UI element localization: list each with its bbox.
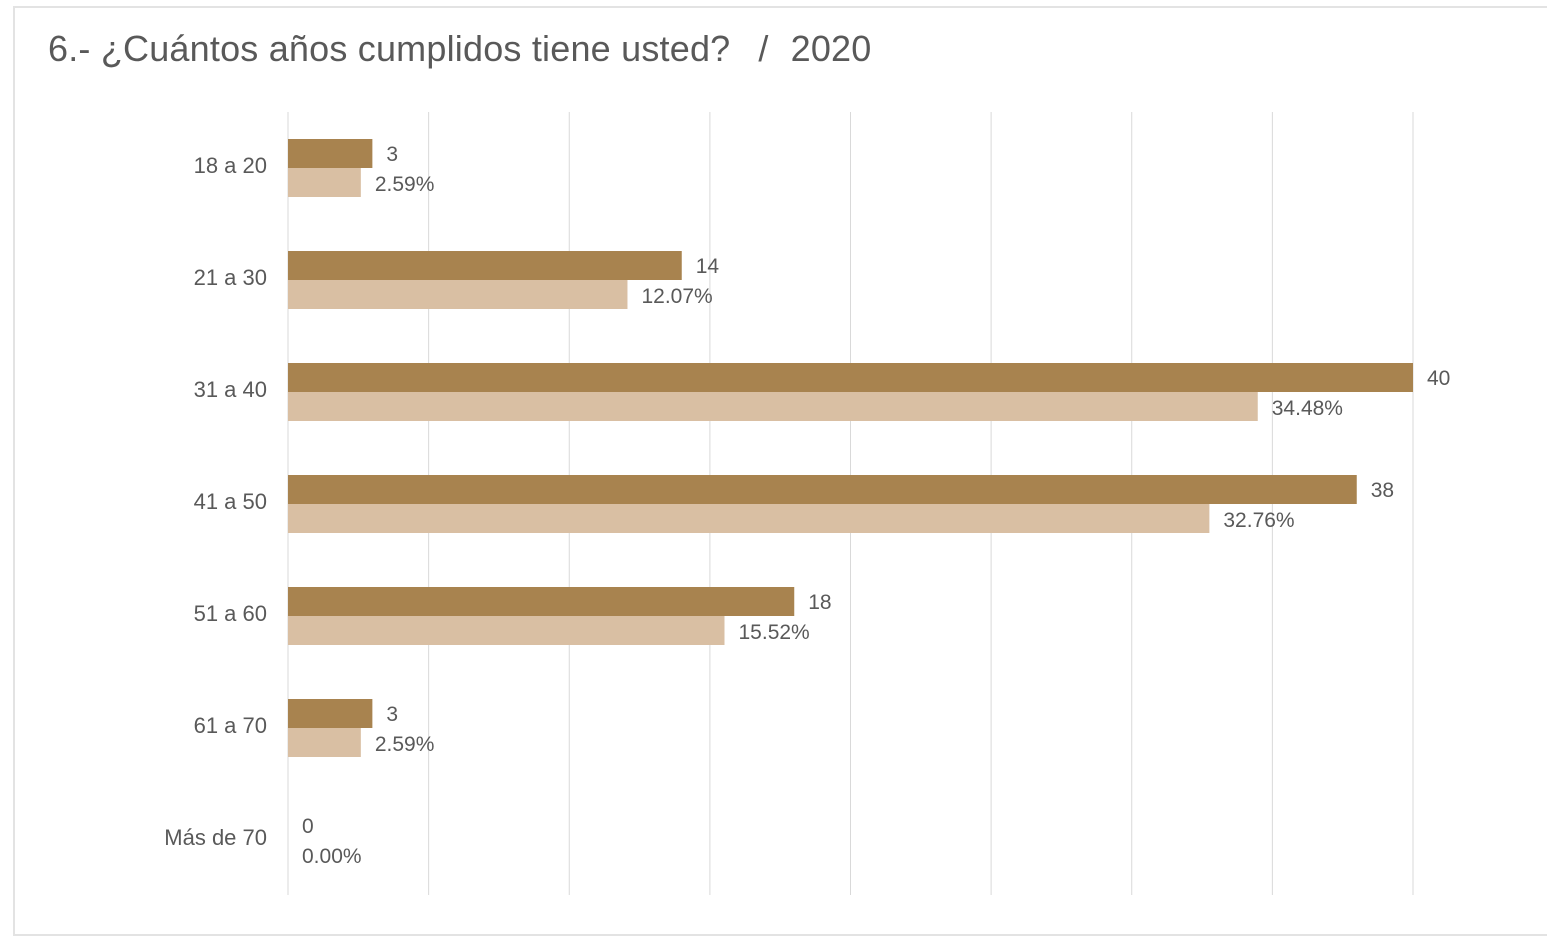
- percent-bar: [288, 392, 1258, 421]
- percent-data-label: 15.52%: [739, 621, 810, 644]
- count-bar: [288, 139, 373, 168]
- count-data-label: 14: [696, 255, 720, 278]
- chart-title-separator: /: [758, 28, 769, 69]
- category-label: 41 a 50: [194, 489, 267, 514]
- percent-bar: [288, 168, 361, 197]
- count-data-label: 0: [302, 815, 314, 838]
- percent-data-label: 0.00%: [302, 845, 362, 868]
- category-label: Más de 70: [164, 825, 267, 850]
- count-data-label: 38: [1371, 479, 1394, 502]
- chart-title-question: 6.- ¿Cuántos años cumplidos tiene usted?: [48, 28, 731, 69]
- count-bar: [288, 475, 1357, 504]
- percent-bar: [288, 280, 628, 309]
- count-bar: [288, 251, 682, 280]
- percent-data-label: 2.59%: [375, 173, 435, 196]
- percent-data-label: 32.76%: [1223, 509, 1294, 532]
- percent-data-label: 34.48%: [1272, 397, 1343, 420]
- percent-bar: [288, 616, 725, 645]
- category-label: 61 a 70: [194, 713, 267, 738]
- chart-title-year: 2020: [790, 28, 872, 69]
- category-label: 51 a 60: [194, 601, 267, 626]
- category-label: 18 a 20: [194, 153, 267, 178]
- count-bar: [288, 699, 373, 728]
- percent-data-label: 12.07%: [641, 285, 712, 308]
- chart-card: [13, 6, 1547, 936]
- count-data-label: 18: [808, 591, 831, 614]
- count-bar: [288, 363, 1413, 392]
- count-data-label: 40: [1427, 367, 1450, 390]
- percent-bar: [288, 728, 361, 757]
- count-data-label: 3: [386, 703, 398, 726]
- count-bar: [288, 587, 795, 616]
- category-label: 21 a 30: [194, 265, 267, 290]
- chart-title: 6.- ¿Cuántos años cumplidos tiene usted?…: [48, 28, 871, 70]
- category-label: 31 a 40: [194, 377, 267, 402]
- count-data-label: 3: [386, 143, 398, 166]
- percent-bar: [288, 504, 1210, 533]
- bar-chart: 18 a 20 3 2.59% 21 a 30 14 12.07% 31 a 40 40 34.…: [164, 112, 1450, 895]
- percent-data-label: 2.59%: [375, 733, 435, 756]
